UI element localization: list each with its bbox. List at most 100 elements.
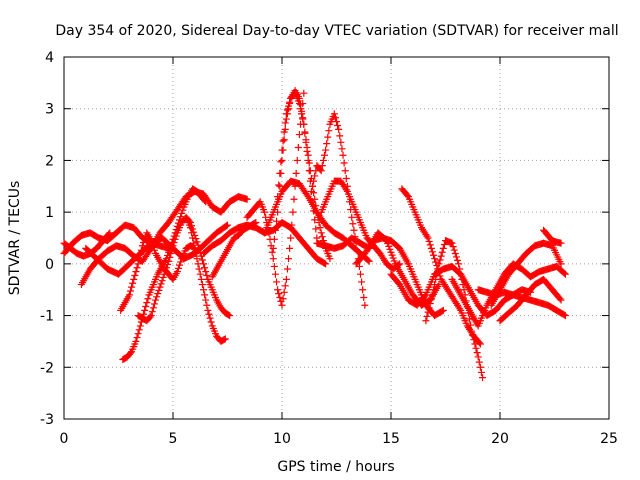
data-point (321, 151, 329, 159)
y-axis-label: SDTVAR / TECUs (7, 181, 23, 296)
data-point (268, 248, 276, 256)
data-point (149, 243, 157, 251)
data-point (200, 286, 208, 294)
data-point (130, 275, 138, 283)
data-point (201, 291, 209, 299)
y-tick-label: -1 (40, 309, 54, 325)
data-point (325, 127, 333, 135)
data-point (360, 293, 368, 301)
data-point (150, 300, 158, 308)
x-axis-label: GPS time / hours (277, 459, 394, 475)
data-point (278, 156, 286, 164)
data-point (430, 251, 438, 259)
data-point (295, 94, 303, 102)
data-point (353, 247, 361, 255)
data-point (322, 146, 330, 154)
data-point (471, 340, 479, 348)
data-point (422, 317, 430, 325)
data-point (198, 281, 206, 289)
data-point (133, 264, 141, 272)
data-point (316, 224, 324, 232)
data-point (449, 243, 457, 251)
data-point (560, 269, 568, 277)
data-point (225, 311, 233, 319)
y-tick-label: -2 (40, 360, 54, 376)
series-arc-24 (487, 239, 565, 309)
data-point (278, 301, 286, 309)
data-point (142, 303, 150, 311)
data-point (303, 147, 311, 155)
data-point (280, 288, 288, 296)
data-point (312, 225, 320, 233)
data-point (292, 169, 300, 177)
data-point (438, 248, 446, 256)
data-point (141, 306, 149, 314)
data-point (349, 220, 357, 228)
data-point (226, 312, 234, 320)
data-point (203, 271, 211, 279)
series-arc-10 (208, 218, 260, 281)
data-point (279, 295, 287, 303)
data-point (288, 221, 296, 229)
data-point (195, 265, 203, 273)
data-point (149, 304, 157, 312)
data-point (435, 260, 443, 268)
data-point (350, 226, 358, 234)
series-arc-14 (261, 177, 373, 265)
data-point (161, 267, 169, 275)
data-point (147, 237, 155, 245)
data-point (456, 305, 464, 313)
data-point (339, 151, 347, 159)
data-point (561, 312, 569, 320)
data-point (282, 275, 290, 283)
data-marks (60, 87, 569, 382)
data-point (456, 265, 464, 273)
data-point (169, 242, 177, 250)
data-point (277, 158, 285, 166)
data-point (167, 250, 175, 258)
data-point (134, 260, 142, 268)
series-arc-18 (352, 234, 447, 320)
data-point (279, 137, 287, 145)
data-point (295, 131, 303, 139)
data-point (166, 253, 174, 261)
data-point (561, 270, 569, 278)
axes: 0 5 10 15 20 25 -3 -2 -1 0 1 2 3 4 (40, 50, 618, 447)
data-point (203, 301, 211, 309)
data-point (150, 246, 158, 254)
data-point (304, 156, 312, 164)
data-point (324, 133, 332, 141)
data-point (426, 241, 434, 249)
data-point (125, 291, 133, 299)
data-point (430, 286, 438, 294)
data-point (425, 237, 433, 245)
data-point (286, 98, 294, 106)
series-arc-25 (496, 275, 565, 325)
data-point (310, 177, 318, 185)
data-point (341, 167, 349, 175)
data-point (318, 162, 326, 170)
data-point (191, 244, 199, 252)
data-point (322, 260, 330, 268)
data-point (359, 286, 367, 294)
data-point (294, 144, 302, 151)
data-point (201, 197, 209, 205)
data-point (557, 239, 565, 247)
data-point (301, 129, 309, 137)
data-point (424, 308, 432, 316)
data-point (273, 217, 281, 225)
data-point (160, 270, 168, 278)
data-point (126, 287, 134, 295)
data-point (300, 120, 308, 128)
data-point (285, 255, 293, 263)
data-point (194, 260, 202, 268)
data-point (198, 256, 206, 264)
y-tick-label: 4 (45, 50, 54, 66)
series-arc-17 (313, 229, 443, 309)
data-point (179, 206, 187, 214)
data-point (479, 374, 487, 382)
data-point (317, 167, 325, 175)
data-point (189, 234, 197, 242)
data-point (334, 122, 342, 130)
data-point (202, 198, 210, 206)
